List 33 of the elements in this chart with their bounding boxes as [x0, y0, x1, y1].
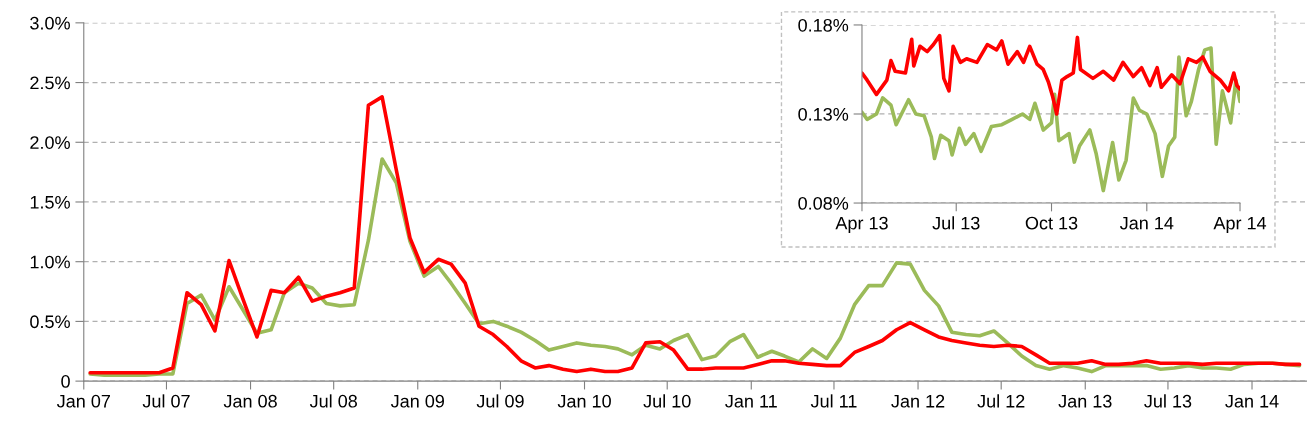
line-series: [861, 46, 1241, 193]
line-series: [88, 95, 1302, 375]
x-tick-label: Apr 14: [1213, 216, 1267, 234]
y-tick-label: 2.5%: [30, 76, 70, 90]
y-tick-label: 0.18%: [798, 18, 849, 32]
y-tick-label: 0.5%: [30, 315, 70, 329]
y-tick-label: 3.0%: [30, 16, 70, 30]
x-tick-label: Jul 13: [1144, 394, 1192, 408]
y-tick-label: 1.5%: [30, 196, 70, 209]
line-series: [861, 33, 1241, 116]
x-tick-label: Jan 14: [1225, 394, 1279, 408]
x-tick-label: Jul 09: [476, 394, 524, 408]
x-tick-label: Jan 10: [557, 394, 611, 408]
x-tick-label: Jul 12: [977, 394, 1025, 408]
x-tick-label: Jul 10: [643, 394, 691, 408]
x-tick-label: Jan 09: [390, 394, 445, 408]
x-tick-label: Jan 14: [1119, 216, 1174, 230]
x-tick-label: Oct 13: [1025, 216, 1078, 230]
x-tick-label: Jan 13: [1058, 394, 1112, 408]
x-tick-label: Jul 11: [810, 394, 857, 408]
x-tick-label: Jan 12: [891, 394, 945, 408]
y-tick-label: 1.0%: [30, 255, 70, 269]
x-tick-label: Jan 07: [56, 394, 110, 408]
y-tick-label: 0: [61, 375, 70, 388]
x-tick-label: Jul 07: [142, 394, 190, 408]
x-tick-label: Jan 11: [725, 394, 777, 408]
x-tick-label: Jan 08: [223, 394, 277, 408]
y-tick-label: 0.08%: [798, 196, 849, 210]
x-tick-label: Jul 13: [932, 216, 980, 230]
x-tick-label: Jul 08: [309, 394, 357, 408]
y-tick-label: 2.0%: [30, 136, 70, 149]
y-tick-label: 0.13%: [798, 107, 849, 121]
x-tick-label: Apr 13: [835, 216, 888, 234]
